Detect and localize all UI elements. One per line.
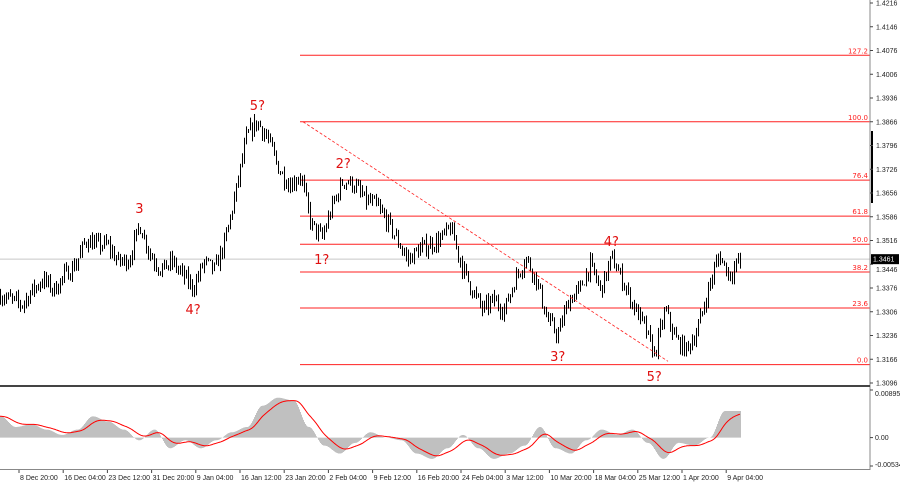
fib-level-label: 50.0 — [852, 236, 868, 244]
wave-label: 1? — [314, 253, 329, 268]
osc-tick-label: -0.00534 — [875, 462, 900, 469]
time-tick-label: 3 Mar 12:00 — [506, 475, 543, 482]
time-tick-label: 16 Dec 04:00 — [64, 475, 106, 482]
fib-level-label: 100.0 — [848, 114, 868, 122]
price-tick-label: 1.3376 — [876, 286, 898, 293]
current-price-label: 1.3461 — [873, 257, 895, 264]
price-tick-label: 1.3096 — [876, 381, 898, 388]
price-tick-label: 1.3516 — [876, 238, 898, 245]
fib-level-label: 0.0 — [857, 357, 868, 365]
time-tick-label: 16 Feb 20:00 — [418, 475, 459, 482]
axis-scroll-marker — [871, 131, 873, 203]
price-tick-label: 1.3236 — [876, 333, 898, 340]
wave-label: 3? — [550, 350, 565, 365]
price-tick-label: 1.4006 — [876, 72, 898, 79]
time-tick-label: 9 Feb 12:00 — [374, 475, 411, 482]
fib-level-label: 61.8 — [852, 208, 868, 216]
wave-label: 4? — [185, 303, 200, 318]
price-tick-label: 1.3656 — [876, 191, 898, 198]
signal-line — [0, 400, 741, 457]
price-tick-label: 1.3306 — [876, 309, 898, 316]
time-tick-label: 9 Jan 04:00 — [197, 475, 234, 482]
time-tick-label: 25 Mar 12:00 — [639, 475, 680, 482]
time-tick-label: 23 Jan 20:00 — [285, 475, 326, 482]
time-tick-label: 2 Feb 04:00 — [329, 475, 366, 482]
price-tick-label: 1.3726 — [876, 167, 898, 174]
time-tick-label: 10 Mar 20:00 — [550, 475, 591, 482]
fib-level-label: 76.4 — [852, 172, 868, 180]
fib-level-label: 127.2 — [848, 47, 868, 55]
wave-label: 2? — [336, 157, 351, 172]
price-tick-label: 1.3586 — [876, 214, 898, 221]
time-tick-label: 24 Feb 04:00 — [462, 475, 503, 482]
annotations: 5? 3 4? 1? 2? 3? 4? 5? — [135, 99, 669, 385]
price-tick-label: 1.4146 — [876, 24, 898, 31]
osc-tick-label: 0.00 — [875, 435, 889, 442]
fib-level-label: 23.6 — [852, 300, 868, 308]
wave-label: 4? — [604, 235, 619, 250]
price-tick-label: 1.4076 — [876, 48, 898, 55]
time-tick-label: 1 Apr 20:00 — [683, 475, 719, 482]
wave-label: 3 — [135, 202, 143, 217]
time-tick-label: 23 Dec 12:00 — [108, 475, 150, 482]
price-bars — [0, 114, 741, 360]
current-price-badge — [871, 254, 899, 265]
osc-tick-label: 0.00895 — [875, 391, 900, 398]
time-tick-label: 18 Mar 04:00 — [595, 475, 636, 482]
fib-level-label: 38.2 — [852, 264, 868, 272]
price-tick-label: 1.4216 — [876, 1, 898, 8]
oscillator-panel — [0, 397, 741, 459]
price-tick-label: 1.3866 — [876, 119, 898, 126]
time-tick-label: 16 Jan 12:00 — [241, 475, 282, 482]
time-tick-label: 31 Dec 20:00 — [153, 475, 195, 482]
fibonacci-levels: 127.2 100.0 76.4 61.8 50.0 38.2 23.6 0.0 — [0, 47, 870, 366]
price-tick-label: 1.3936 — [876, 96, 898, 103]
price-tick-label: 1.3446 — [876, 267, 898, 274]
price-tick-label: 1.3796 — [876, 143, 898, 150]
trendline — [302, 121, 669, 362]
wave-label: 5? — [647, 370, 662, 385]
wave-label: 5? — [250, 99, 265, 114]
time-tick-label: 9 Apr 04:00 — [727, 475, 763, 482]
price-tick-label: 1.3166 — [876, 357, 898, 364]
time-tick-label: 8 Dec 20:00 — [20, 475, 58, 482]
